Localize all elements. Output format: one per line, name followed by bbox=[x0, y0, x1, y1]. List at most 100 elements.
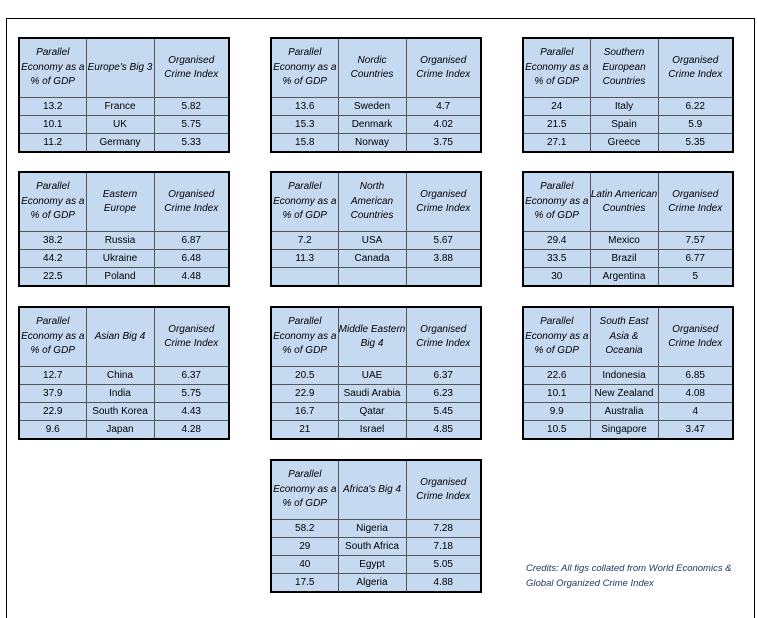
country-cell: South Korea bbox=[85, 402, 155, 421]
country-cell: Algeria bbox=[337, 573, 407, 593]
table-header-row: Parallel Economy as a % of GDP Asian Big … bbox=[18, 306, 230, 367]
parallel-economy-cell: 29.4 bbox=[522, 231, 591, 250]
column-header: South East Asia & Oceania bbox=[589, 306, 659, 367]
crime-index-cell: 4.88 bbox=[405, 573, 482, 593]
parallel-economy-cell: 22.9 bbox=[18, 402, 87, 421]
country-cell: New Zealand bbox=[589, 384, 659, 403]
table-row bbox=[270, 267, 482, 287]
country-cell: Egypt bbox=[337, 555, 407, 574]
table-row: 10.1 New Zealand 4.08 bbox=[522, 384, 734, 403]
table-eastern-europe: Parallel Economy as a % of GDP Eastern Eu… bbox=[18, 171, 230, 287]
table-header-row: Parallel Economy as a % of GDP Europe's B… bbox=[18, 37, 230, 98]
column-header: Organised Crime Index bbox=[153, 37, 230, 98]
table-row: 9.9 Australia 4 bbox=[522, 402, 734, 421]
crime-index-cell: 5.33 bbox=[153, 133, 230, 153]
column-header: North American Countries bbox=[337, 171, 407, 232]
column-header: Europe's Big 3 bbox=[85, 37, 155, 98]
country-cell: Mexico bbox=[589, 231, 659, 250]
table-row: 10.1 UK 5.75 bbox=[18, 115, 230, 134]
country-cell: Saudi Arabia bbox=[337, 384, 407, 403]
table-row: 29.4 Mexico 7.57 bbox=[522, 231, 734, 250]
column-header: Organised Crime Index bbox=[657, 306, 734, 367]
column-header: Organised Crime Index bbox=[405, 171, 482, 232]
table-row: 24 Italy 6.22 bbox=[522, 97, 734, 116]
crime-index-cell: 4.02 bbox=[405, 115, 482, 134]
table-row: 11.3 Canada 3.88 bbox=[270, 249, 482, 268]
crime-index-cell: 6.87 bbox=[153, 231, 230, 250]
parallel-economy-cell: 10.1 bbox=[522, 384, 591, 403]
crime-index-cell: 6.85 bbox=[657, 366, 734, 385]
parallel-economy-cell: 27.1 bbox=[522, 133, 591, 153]
column-header: Asian Big 4 bbox=[85, 306, 155, 367]
column-header: Organised Crime Index bbox=[657, 171, 734, 232]
parallel-economy-cell: 29 bbox=[270, 537, 339, 556]
table-header-row: Parallel Economy as a % of GDP Africa's B… bbox=[270, 459, 482, 520]
table-row: 38.2 Russia 6.87 bbox=[18, 231, 230, 250]
column-header: Nordic Countries bbox=[337, 37, 407, 98]
crime-index-cell: 3.47 bbox=[657, 420, 734, 440]
column-header: Parallel Economy as a % of GDP bbox=[18, 37, 87, 98]
column-header: Organised Crime Index bbox=[153, 171, 230, 232]
parallel-economy-cell: 11.3 bbox=[270, 249, 339, 268]
column-header: Latin American Countries bbox=[589, 171, 659, 232]
parallel-economy-cell: 21 bbox=[270, 420, 339, 440]
country-cell: Greece bbox=[589, 133, 659, 153]
crime-index-cell: 6.23 bbox=[405, 384, 482, 403]
column-header: Eastern Europe bbox=[85, 171, 155, 232]
parallel-economy-cell: 22.5 bbox=[18, 267, 87, 287]
table-row: 33.5 Brazil 6.77 bbox=[522, 249, 734, 268]
parallel-economy-cell: 30 bbox=[522, 267, 591, 287]
parallel-economy-cell: 20.5 bbox=[270, 366, 339, 385]
parallel-economy-cell: 15.8 bbox=[270, 133, 339, 153]
crime-index-cell: 6.48 bbox=[153, 249, 230, 268]
crime-index-cell: 5.82 bbox=[153, 97, 230, 116]
table-row: 20.5 UAE 6.37 bbox=[270, 366, 482, 385]
crime-index-cell: 4.43 bbox=[153, 402, 230, 421]
crime-index-cell: 3.75 bbox=[405, 133, 482, 153]
parallel-economy-cell: 24 bbox=[522, 97, 591, 116]
parallel-economy-cell: 22.9 bbox=[270, 384, 339, 403]
country-cell: Qatar bbox=[337, 402, 407, 421]
column-header: Parallel Economy as a % of GDP bbox=[270, 171, 339, 232]
table-row: 9.6 Japan 4.28 bbox=[18, 420, 230, 440]
parallel-economy-cell: 44.2 bbox=[18, 249, 87, 268]
crime-index-cell: 5.9 bbox=[657, 115, 734, 134]
column-header: Parallel Economy as a % of GDP bbox=[522, 171, 591, 232]
country-cell: Ukraine bbox=[85, 249, 155, 268]
table-header-row: Parallel Economy as a % of GDP South East… bbox=[522, 306, 734, 367]
country-cell: Russia bbox=[85, 231, 155, 250]
country-cell: Nigeria bbox=[337, 519, 407, 538]
crime-index-cell: 5.75 bbox=[153, 115, 230, 134]
table-row: 12.7 China 6.37 bbox=[18, 366, 230, 385]
crime-index-cell: 5.05 bbox=[405, 555, 482, 574]
column-header: Africa's Big 4 bbox=[337, 459, 407, 520]
table-header-row: Parallel Economy as a % of GDP Latin Amer… bbox=[522, 171, 734, 232]
table-row: 37.9 India 5.75 bbox=[18, 384, 230, 403]
column-header: Parallel Economy as a % of GDP bbox=[270, 37, 339, 98]
crime-index-cell: 7.28 bbox=[405, 519, 482, 538]
parallel-economy-cell: 10.5 bbox=[522, 420, 591, 440]
credits-note: Credits: All figs collated from World Ec… bbox=[526, 563, 732, 589]
parallel-economy-cell: 15.3 bbox=[270, 115, 339, 134]
table-southern-europe: Parallel Economy as a % of GDP Southern E… bbox=[522, 37, 734, 153]
column-header: Parallel Economy as a % of GDP bbox=[270, 459, 339, 520]
table-row: 40 Egypt 5.05 bbox=[270, 555, 482, 574]
country-cell: China bbox=[85, 366, 155, 385]
table-row: 7.2 USA 5.67 bbox=[270, 231, 482, 250]
parallel-economy-cell: 21.5 bbox=[522, 115, 591, 134]
table-row: 30 Argentina 5 bbox=[522, 267, 734, 287]
table-row: 16.7 Qatar 5.45 bbox=[270, 402, 482, 421]
column-header: Southern European Countries bbox=[589, 37, 659, 98]
parallel-economy-cell bbox=[270, 267, 339, 287]
country-cell: UK bbox=[85, 115, 155, 134]
parallel-economy-cell: 9.6 bbox=[18, 420, 87, 440]
crime-index-cell bbox=[405, 267, 482, 287]
country-cell: Israel bbox=[337, 420, 407, 440]
crime-index-cell: 4.08 bbox=[657, 384, 734, 403]
country-cell: Sweden bbox=[337, 97, 407, 116]
crime-index-cell: 4.7 bbox=[405, 97, 482, 116]
table-africa-big4: Parallel Economy as a % of GDP Africa's B… bbox=[270, 459, 482, 593]
table-row: 15.3 Denmark 4.02 bbox=[270, 115, 482, 134]
parallel-economy-cell: 37.9 bbox=[18, 384, 87, 403]
parallel-economy-cell: 40 bbox=[270, 555, 339, 574]
